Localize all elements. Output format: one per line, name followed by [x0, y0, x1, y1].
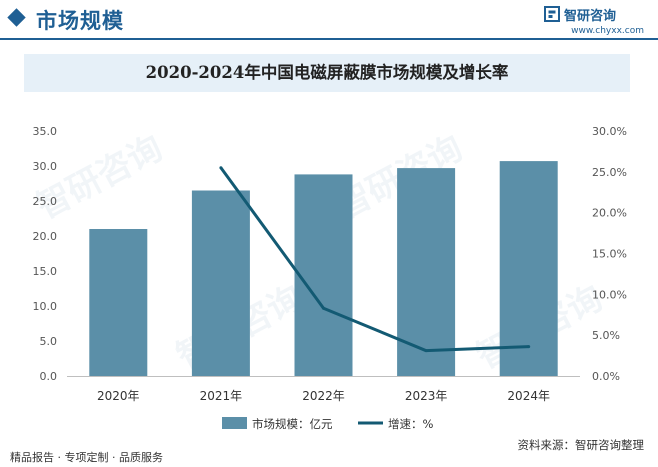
y-left-tick-label: 25.0 — [33, 195, 58, 208]
bar — [89, 229, 148, 376]
growth-line — [219, 166, 529, 353]
header-divider — [0, 38, 658, 40]
y-left-tick-label: 0.0 — [40, 370, 58, 383]
logo-mark-icon — [544, 6, 560, 22]
y-left-tick-label: 20.0 — [33, 230, 58, 243]
logo-url: www.chyxx.com — [571, 26, 644, 36]
bar — [294, 174, 353, 376]
bar — [397, 168, 456, 376]
x-tick-label: 2022年 — [302, 389, 345, 403]
growth-point — [219, 166, 223, 170]
y-right-tick-label: 15.0% — [592, 248, 627, 261]
chart-title: 2020-2024年中国电磁屏蔽膜市场规模及增长率 — [145, 63, 509, 82]
legend-bar-label: 市场规模：亿元 — [252, 417, 333, 431]
y-left-tick-label: 5.0 — [40, 335, 58, 348]
bar — [191, 190, 250, 376]
y-left-tick-label: 35.0 — [33, 125, 58, 138]
brand-logo: 智研咨询 www.chyxx.com — [544, 6, 644, 40]
bar — [499, 161, 558, 376]
x-tick-label: 2024年 — [507, 389, 550, 403]
footer-source: 资料来源：智研咨询整理 — [517, 438, 645, 452]
logo-name: 智研咨询 — [564, 9, 617, 24]
chart-title-band: 2020-2024年中国电磁屏蔽膜市场规模及增长率 — [24, 54, 630, 92]
y-left-tick-label: 15.0 — [33, 265, 58, 278]
y-right-tick-label: 20.0% — [592, 207, 627, 220]
section-title: 市场规模 — [36, 9, 124, 33]
legend-line-label: 增速：% — [388, 417, 433, 431]
y-left-tick-label: 10.0 — [33, 300, 58, 313]
y-left-tick-label: 30.0 — [33, 160, 58, 173]
x-tick-label: 2020年 — [97, 389, 140, 403]
growth-point — [322, 306, 325, 310]
y-right-tick-label: 5.0% — [592, 329, 620, 342]
y-right-tick-label: 30.0% — [592, 125, 627, 138]
x-tick-label: 2021年 — [200, 389, 243, 403]
growth-point — [527, 345, 531, 349]
legend-bar-swatch — [222, 417, 247, 429]
y-right-tick-label: 10.0% — [592, 288, 627, 301]
report-header: 市场规模 智研咨询 www.chyxx.com — [0, 0, 658, 38]
y-right-tick-label: 25.0% — [592, 166, 627, 179]
footer-tagline: 精品报告 · 专项定制 · 品质服务 — [10, 451, 163, 464]
growth-point — [424, 349, 428, 353]
x-tick-label: 2023年 — [405, 389, 448, 403]
y-right-tick-label: 0.0% — [592, 370, 620, 383]
